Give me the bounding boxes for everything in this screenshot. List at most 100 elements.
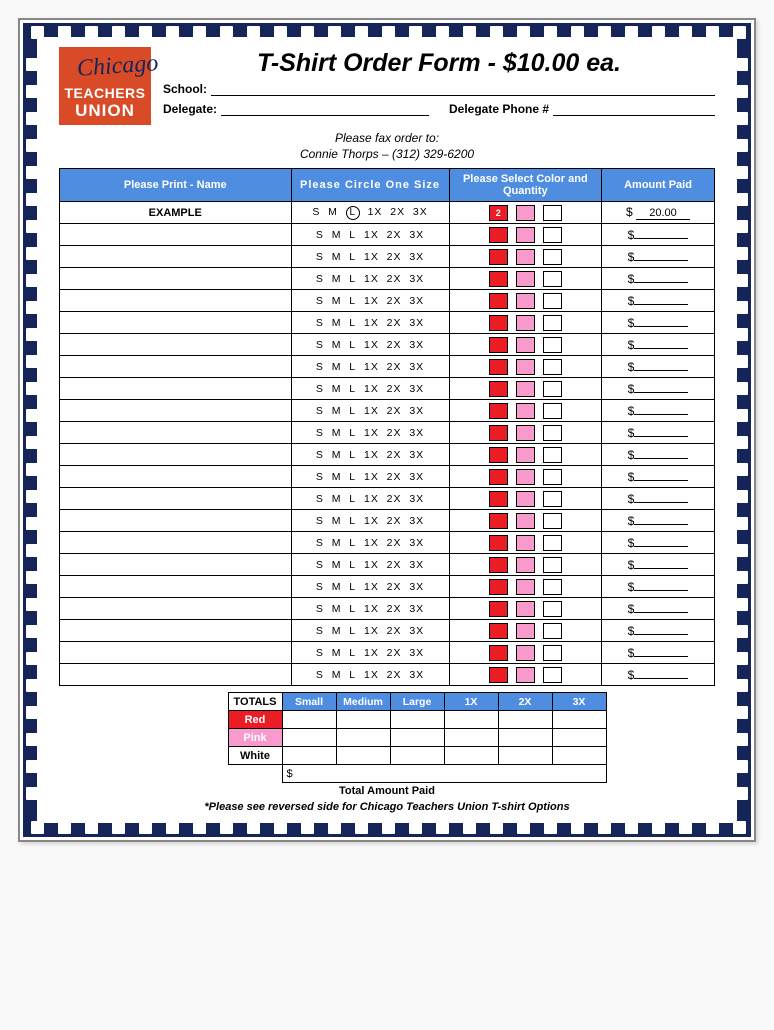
amount-cell[interactable]: $ <box>602 378 715 400</box>
color-swatch[interactable] <box>516 623 535 639</box>
color-swatch[interactable] <box>543 491 562 507</box>
color-swatch[interactable] <box>489 513 508 529</box>
totals-cell[interactable] <box>336 711 390 729</box>
totals-cell[interactable] <box>444 747 498 765</box>
color-swatch[interactable] <box>516 249 535 265</box>
name-cell[interactable] <box>60 488 292 510</box>
color-swatch[interactable] <box>516 491 535 507</box>
size-cell[interactable]: S M L 1X 2X 3X <box>291 202 449 224</box>
totals-cell[interactable] <box>552 729 606 747</box>
size-cell[interactable]: S M L 1X 2X 3X <box>291 664 449 686</box>
color-swatch[interactable] <box>516 557 535 573</box>
school-input-line[interactable] <box>211 82 715 96</box>
totals-cell[interactable] <box>390 711 444 729</box>
size-cell[interactable]: S M L 1X 2X 3X <box>291 400 449 422</box>
color-swatch[interactable] <box>516 469 535 485</box>
size-cell[interactable]: S M L 1X 2X 3X <box>291 422 449 444</box>
color-swatch[interactable] <box>516 293 535 309</box>
color-swatch[interactable] <box>489 623 508 639</box>
name-cell[interactable] <box>60 378 292 400</box>
size-cell[interactable]: S M L 1X 2X 3X <box>291 378 449 400</box>
amount-cell[interactable]: $ 20.00 <box>602 202 715 224</box>
color-swatch[interactable] <box>543 535 562 551</box>
totals-cell[interactable] <box>282 729 336 747</box>
name-cell[interactable] <box>60 444 292 466</box>
total-paid-dollar[interactable]: $ <box>282 765 606 783</box>
name-cell[interactable] <box>60 224 292 246</box>
size-cell[interactable]: S M L 1X 2X 3X <box>291 488 449 510</box>
color-swatch[interactable] <box>543 227 562 243</box>
color-swatch[interactable] <box>516 403 535 419</box>
totals-cell[interactable] <box>552 747 606 765</box>
size-cell[interactable]: S M L 1X 2X 3X <box>291 290 449 312</box>
name-cell[interactable] <box>60 334 292 356</box>
color-swatch[interactable] <box>543 403 562 419</box>
totals-cell[interactable] <box>444 729 498 747</box>
color-swatch[interactable] <box>516 601 535 617</box>
color-swatch[interactable] <box>543 623 562 639</box>
amount-cell[interactable]: $ <box>602 444 715 466</box>
name-cell[interactable] <box>60 356 292 378</box>
amount-cell[interactable]: $ <box>602 488 715 510</box>
totals-cell[interactable] <box>282 711 336 729</box>
color-swatch[interactable] <box>516 447 535 463</box>
size-cell[interactable]: S M L 1X 2X 3X <box>291 510 449 532</box>
totals-cell[interactable] <box>336 729 390 747</box>
color-swatch[interactable] <box>516 667 535 683</box>
totals-cell[interactable] <box>498 711 552 729</box>
color-swatch[interactable] <box>489 645 508 661</box>
size-cell[interactable]: S M L 1X 2X 3X <box>291 334 449 356</box>
color-swatch[interactable] <box>516 645 535 661</box>
delegate-phone-input-line[interactable] <box>553 102 715 116</box>
color-swatch[interactable] <box>489 601 508 617</box>
color-swatch[interactable] <box>516 425 535 441</box>
amount-cell[interactable]: $ <box>602 642 715 664</box>
name-cell[interactable] <box>60 466 292 488</box>
color-swatch[interactable] <box>543 337 562 353</box>
totals-cell[interactable] <box>282 747 336 765</box>
amount-cell[interactable]: $ <box>602 400 715 422</box>
amount-cell[interactable]: $ <box>602 664 715 686</box>
name-cell[interactable] <box>60 620 292 642</box>
color-swatch[interactable] <box>543 359 562 375</box>
color-swatch[interactable] <box>489 381 508 397</box>
totals-cell[interactable] <box>498 747 552 765</box>
name-cell[interactable] <box>60 642 292 664</box>
size-cell[interactable]: S M L 1X 2X 3X <box>291 620 449 642</box>
amount-cell[interactable]: $ <box>602 246 715 268</box>
color-swatch[interactable] <box>489 447 508 463</box>
color-swatch[interactable] <box>489 469 508 485</box>
size-cell[interactable]: S M L 1X 2X 3X <box>291 246 449 268</box>
amount-cell[interactable]: $ <box>602 620 715 642</box>
color-swatch[interactable] <box>489 535 508 551</box>
color-swatch[interactable] <box>489 403 508 419</box>
color-swatch[interactable] <box>543 205 562 221</box>
size-cell[interactable]: S M L 1X 2X 3X <box>291 576 449 598</box>
color-swatch[interactable] <box>489 579 508 595</box>
amount-cell[interactable]: $ <box>602 510 715 532</box>
color-swatch[interactable] <box>489 293 508 309</box>
amount-cell[interactable]: $ <box>602 422 715 444</box>
totals-cell[interactable] <box>390 729 444 747</box>
color-swatch[interactable] <box>543 271 562 287</box>
name-cell[interactable] <box>60 246 292 268</box>
color-swatch[interactable] <box>516 579 535 595</box>
name-cell[interactable] <box>60 576 292 598</box>
amount-cell[interactable]: $ <box>602 356 715 378</box>
color-swatch[interactable] <box>489 359 508 375</box>
amount-cell[interactable]: $ <box>602 554 715 576</box>
size-cell[interactable]: S M L 1X 2X 3X <box>291 444 449 466</box>
totals-cell[interactable] <box>444 711 498 729</box>
name-cell[interactable] <box>60 268 292 290</box>
color-swatch[interactable] <box>516 381 535 397</box>
color-swatch[interactable] <box>516 205 535 221</box>
totals-cell[interactable] <box>552 711 606 729</box>
color-swatch[interactable] <box>543 601 562 617</box>
name-cell[interactable] <box>60 510 292 532</box>
name-cell[interactable] <box>60 400 292 422</box>
color-swatch[interactable] <box>489 271 508 287</box>
color-swatch[interactable] <box>543 293 562 309</box>
color-swatch[interactable] <box>489 315 508 331</box>
delegate-input-line[interactable] <box>221 102 429 116</box>
amount-cell[interactable]: $ <box>602 268 715 290</box>
